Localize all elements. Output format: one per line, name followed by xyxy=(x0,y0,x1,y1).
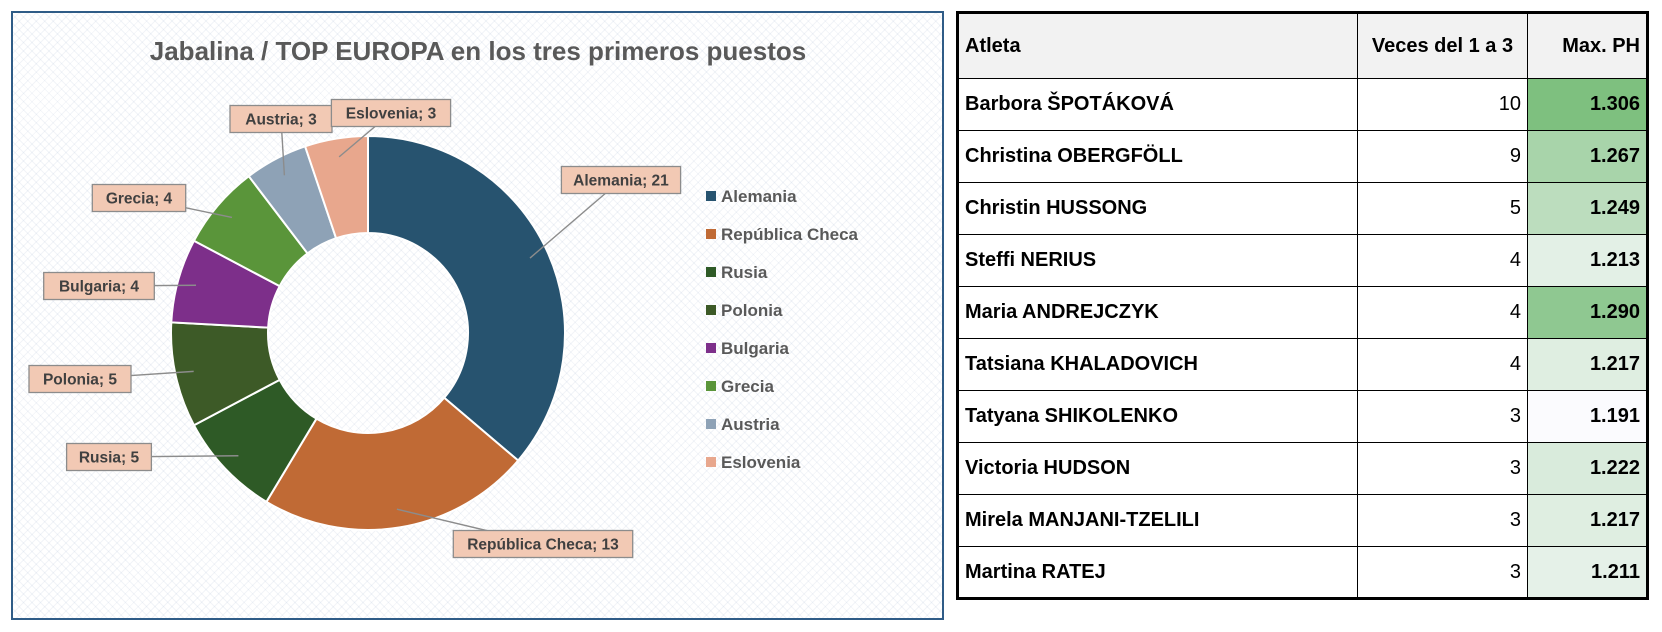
donut-chart: Jabalina / TOP EUROPA en los tres primer… xyxy=(28,36,859,559)
legend-label-5: Grecia xyxy=(721,377,774,396)
athlete-cell: Christin HUSSONG xyxy=(957,182,1358,235)
athlete-cell: Martina RATEJ xyxy=(957,546,1358,599)
table-row: Victoria HUDSON 3 1.222 xyxy=(957,442,1648,495)
legend-swatch-0 xyxy=(706,191,716,201)
chart-panel: Jabalina / TOP EUROPA en los tres primer… xyxy=(11,11,944,620)
max-ph-cell: 1.267 xyxy=(1527,130,1648,183)
legend-label-4: Bulgaria xyxy=(721,339,790,358)
legend-label-6: Austria xyxy=(721,415,780,434)
legend-swatch-5 xyxy=(706,381,716,391)
table-row: Barbora ŠPOTÁKOVÁ 10 1.306 xyxy=(957,78,1648,131)
times-cell: 4 xyxy=(1357,234,1528,287)
athlete-cell: Tatsiana KHALADOVICH xyxy=(957,338,1358,391)
times-cell: 10 xyxy=(1357,78,1528,131)
data-label-3: Polonia; 5 xyxy=(43,372,117,389)
legend-swatch-3 xyxy=(706,305,716,315)
times-cell: 3 xyxy=(1357,390,1528,443)
legend-swatch-6 xyxy=(706,419,716,429)
legend-swatch-4 xyxy=(706,343,716,353)
table-row: Tatyana SHIKOLENKO 3 1.191 xyxy=(957,390,1648,443)
times-cell: 5 xyxy=(1357,182,1528,235)
data-labels: Alemania; 21 República Checa; 13 Rusia; 5 P… xyxy=(28,98,682,559)
table-row: Tatsiana KHALADOVICH 4 1.217 xyxy=(957,338,1648,391)
times-cell: 3 xyxy=(1357,546,1528,599)
table-row: Steffi NERIUS 4 1.213 xyxy=(957,234,1648,287)
times-cell: 4 xyxy=(1357,286,1528,339)
athlete-cell: Christina OBERGFÖLL xyxy=(957,130,1358,183)
data-label-1: República Checa; 13 xyxy=(467,537,619,554)
donut-slices xyxy=(170,134,566,531)
slice-0 xyxy=(367,134,566,462)
athlete-cell: Mirela MANJANI-TZELILI xyxy=(957,494,1358,547)
table-row: Martina RATEJ 3 1.211 xyxy=(957,546,1648,599)
data-label-0: Alemania; 21 xyxy=(573,173,669,190)
legend-label-1: República Checa xyxy=(721,225,859,244)
athlete-cell: Victoria HUDSON xyxy=(957,442,1358,495)
data-label-box-3 xyxy=(28,364,132,394)
max-ph-cell: 1.213 xyxy=(1527,234,1648,287)
max-ph-cell: 1.306 xyxy=(1527,78,1648,131)
times-cell: 4 xyxy=(1357,338,1528,391)
max-ph-cell: 1.217 xyxy=(1527,338,1648,391)
legend-label-0: Alemania xyxy=(721,187,797,206)
chart-legend: Alemania República Checa Rusia Polonia Bulga… xyxy=(706,187,859,472)
athlete-cell: Maria ANDREJCZYK xyxy=(957,286,1358,339)
athlete-table: Atleta Veces del 1 a 3 Max. PH Barbora Š… xyxy=(956,11,1649,600)
max-ph-cell: 1.222 xyxy=(1527,442,1648,495)
legend-label-3: Polonia xyxy=(721,301,783,320)
header-times: Veces del 1 a 3 xyxy=(1357,12,1528,79)
times-cell: 3 xyxy=(1357,494,1528,547)
athlete-cell: Barbora ŠPOTÁKOVÁ xyxy=(957,78,1358,131)
legend-swatch-2 xyxy=(706,267,716,277)
max-ph-cell: 1.249 xyxy=(1527,182,1648,235)
max-ph-cell: 1.211 xyxy=(1527,546,1648,599)
data-label-5: Grecia; 4 xyxy=(106,191,173,208)
table-header-row: Atleta Veces del 1 a 3 Max. PH xyxy=(957,12,1648,79)
data-label-box-0 xyxy=(560,165,682,195)
times-cell: 3 xyxy=(1357,442,1528,495)
table-row: Mirela MANJANI-TZELILI 3 1.217 xyxy=(957,494,1648,547)
athlete-cell: Steffi NERIUS xyxy=(957,234,1358,287)
max-ph-cell: 1.290 xyxy=(1527,286,1648,339)
athlete-cell: Tatyana SHIKOLENKO xyxy=(957,390,1358,443)
data-label-box-2 xyxy=(65,442,153,472)
max-ph-cell: 1.191 xyxy=(1527,390,1648,443)
times-cell: 9 xyxy=(1357,130,1528,183)
data-label-box-4 xyxy=(43,271,155,301)
data-label-2: Rusia; 5 xyxy=(79,450,140,467)
header-athlete: Atleta xyxy=(957,12,1358,79)
legend-label-2: Rusia xyxy=(721,263,768,282)
header-max-ph: Max. PH xyxy=(1527,12,1648,79)
legend-swatch-1 xyxy=(706,229,716,239)
chart-title: Jabalina / TOP EUROPA en los tres primer… xyxy=(150,36,806,66)
legend-label-7: Eslovenia xyxy=(721,453,801,472)
data-label-box-5 xyxy=(91,183,187,213)
data-label-box-1 xyxy=(452,529,634,559)
table-body: Barbora ŠPOTÁKOVÁ 10 1.306 Christina OBERGF… xyxy=(957,78,1648,599)
legend-swatch-7 xyxy=(706,457,716,467)
data-label-box-7 xyxy=(330,98,452,128)
slice-1 xyxy=(265,396,520,531)
data-label-7: Eslovenia; 3 xyxy=(346,106,437,123)
max-ph-cell: 1.217 xyxy=(1527,494,1648,547)
data-label-4: Bulgaria; 4 xyxy=(59,279,139,296)
table-row: Christin HUSSONG 5 1.249 xyxy=(957,182,1648,235)
slice-7 xyxy=(303,134,369,240)
data-label-6: Austria; 3 xyxy=(245,112,317,129)
table-row: Christina OBERGFÖLL 9 1.267 xyxy=(957,130,1648,183)
table-row: Maria ANDREJCZYK 4 1.290 xyxy=(957,286,1648,339)
